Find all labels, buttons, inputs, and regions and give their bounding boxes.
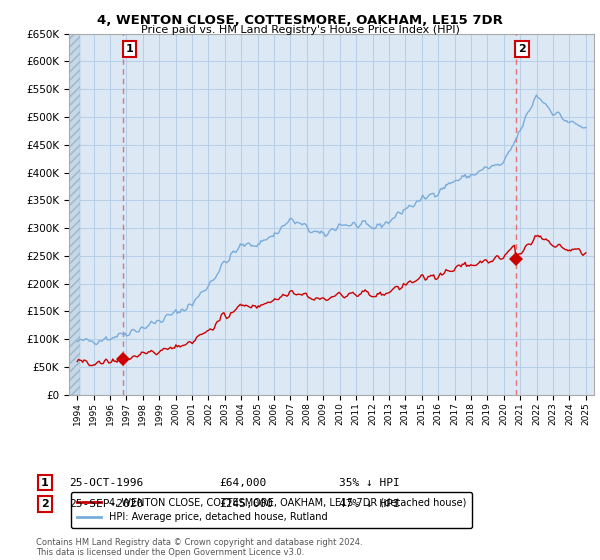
Text: £245,000: £245,000 bbox=[219, 499, 273, 509]
Text: 2: 2 bbox=[41, 499, 49, 509]
Text: 25-SEP-2020: 25-SEP-2020 bbox=[69, 499, 143, 509]
Text: Contains HM Land Registry data © Crown copyright and database right 2024.
This d: Contains HM Land Registry data © Crown c… bbox=[36, 538, 362, 557]
Text: 4, WENTON CLOSE, COTTESMORE, OAKHAM, LE15 7DR: 4, WENTON CLOSE, COTTESMORE, OAKHAM, LE1… bbox=[97, 14, 503, 27]
Text: 25-OCT-1996: 25-OCT-1996 bbox=[69, 478, 143, 488]
Text: 2: 2 bbox=[518, 44, 526, 54]
Text: 1: 1 bbox=[126, 44, 134, 54]
Text: Price paid vs. HM Land Registry's House Price Index (HPI): Price paid vs. HM Land Registry's House … bbox=[140, 25, 460, 35]
Text: 1: 1 bbox=[41, 478, 49, 488]
Text: £64,000: £64,000 bbox=[219, 478, 266, 488]
Legend: 4, WENTON CLOSE, COTTESMORE, OAKHAM, LE15 7DR (detached house), HPI: Average pri: 4, WENTON CLOSE, COTTESMORE, OAKHAM, LE1… bbox=[71, 492, 472, 528]
Text: 35% ↓ HPI: 35% ↓ HPI bbox=[339, 478, 400, 488]
Text: 47% ↓ HPI: 47% ↓ HPI bbox=[339, 499, 400, 509]
